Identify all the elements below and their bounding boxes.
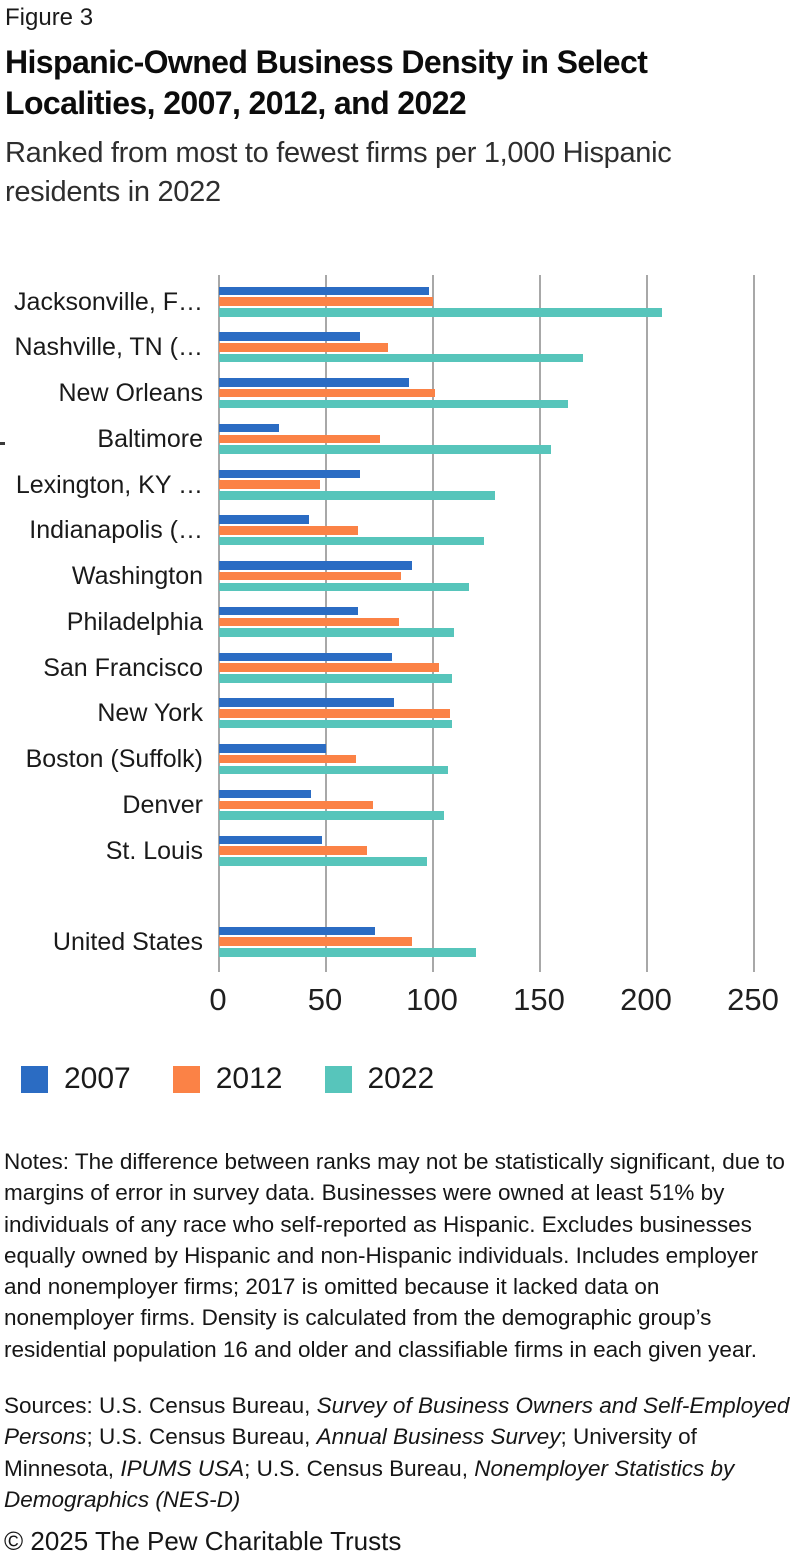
bar-2007-philadelphia: [219, 606, 359, 616]
x-tick-label: 150: [513, 982, 565, 1017]
y-axis-label: Lexington, KY …: [15, 470, 203, 499]
bar-2012-boston-suffolk: [219, 754, 356, 764]
legend-label: 2012: [215, 1062, 283, 1095]
x-tick-label: 0: [209, 982, 227, 1017]
y-axis-label: Denver: [122, 790, 203, 819]
bar-2022-lexington-ky: [219, 491, 496, 500]
gridline-250: [753, 275, 755, 972]
y-axis-label: San Francisco: [43, 653, 203, 682]
y-axis-label: Baltimore: [97, 424, 203, 453]
y-axis-label: Boston (Suffolk): [25, 745, 203, 773]
bar-2007-jacksonville-f: [219, 286, 429, 295]
bar-2012-philadelphia: [219, 617, 399, 626]
bar-2012-st-louis: [219, 846, 367, 855]
bar-2022-boston-suffolk: [219, 765, 448, 774]
bar-2007-united-states: [219, 926, 376, 935]
bar-2022-new-york: [219, 719, 453, 729]
legend-swatch-2007: [21, 1065, 48, 1093]
legend-item-2022: 2022: [324, 1062, 435, 1096]
bar-2007-san-francisco: [219, 652, 393, 661]
y-axis-label: Nashville, TN (…: [14, 333, 203, 362]
figure-number: Figure 3: [5, 4, 94, 31]
bar-2007-baltimore: [219, 423, 279, 433]
gridline-100: [432, 275, 434, 972]
bar-2022-jacksonville-f: [219, 308, 662, 317]
y-axis-label: Washington: [71, 562, 203, 590]
y-axis-label: New York: [97, 699, 203, 728]
source-text: ; U.S. Census Bureau,: [244, 1455, 475, 1481]
y-axis-label: Jacksonville, F…: [14, 287, 203, 316]
bar-2012-nashville-tn: [219, 343, 389, 352]
legend-item-2007: 2007: [21, 1062, 131, 1096]
bar-2012-new-york: [219, 709, 451, 718]
bar-2022-san-francisco: [219, 674, 453, 683]
x-tick-label: 250: [727, 982, 779, 1017]
gridline-200: [646, 275, 648, 972]
bar-2022-nashville-tn: [219, 353, 583, 363]
y-axis-label: Philadelphia: [66, 607, 203, 636]
source-text: Sources: U.S. Census Bureau,: [4, 1393, 317, 1418]
legend-swatch-2012: [172, 1065, 200, 1093]
bar-2012-washington: [219, 571, 401, 581]
bar-2022-washington: [219, 582, 470, 591]
x-tick-label: 200: [620, 982, 672, 1017]
source-title: Nonemployer Statistics by Demographics (…: [4, 1455, 735, 1512]
bar-2022-new-orleans: [219, 399, 568, 408]
bar-2007-nashville-tn: [219, 332, 361, 341]
x-tick-label: 50: [307, 982, 343, 1017]
legend-item-2012: 2012: [172, 1062, 283, 1096]
legend-swatch-2022: [324, 1065, 352, 1093]
bar-2012-lexington-ky: [219, 480, 320, 489]
bar-2022-st-louis: [219, 857, 427, 866]
bar-2012-san-francisco: [219, 663, 440, 672]
x-axis-labels: 0 50 100 150 200 250: [0, 982, 792, 1018]
chart-legend: 2007 2012 2022: [21, 1062, 434, 1096]
bar-2007-st-louis: [219, 835, 322, 844]
bar-2022-united-states: [219, 948, 476, 957]
bar-2022-indianapolis: [219, 536, 485, 546]
bar-2022-denver: [219, 811, 444, 820]
bar-2012-united-states: [219, 937, 412, 946]
source-text: ; U.S. Census Bureau,: [86, 1424, 317, 1450]
clipped-axis-mark: [0, 442, 5, 445]
y-axis-label: Indianapolis (…: [29, 516, 203, 545]
x-tick-label: 100: [406, 982, 458, 1017]
source-title: IPUMS USA: [120, 1455, 245, 1481]
source-text: ; University of Minnesota,: [4, 1424, 697, 1481]
figure-title: Hispanic-Owned Business Density in Selec…: [5, 44, 648, 122]
sources-paragraph: Sources: U.S. Census Bureau, Survey of B…: [4, 1390, 792, 1515]
bar-2022-baltimore: [219, 445, 551, 454]
bar-2007-washington: [219, 561, 412, 570]
y-axis-label: St. Louis: [105, 836, 203, 865]
gridline-150: [539, 275, 541, 972]
legend-label: 2007: [64, 1062, 131, 1095]
bar-2012-new-orleans: [219, 388, 436, 398]
legend-label: 2022: [367, 1062, 435, 1095]
bar-2007-lexington-ky: [219, 469, 361, 478]
bar-2012-baltimore: [219, 434, 380, 443]
bar-2012-denver: [219, 800, 374, 809]
figure-subtitle: Ranked from most to fewest firms per 1,0…: [5, 137, 672, 208]
copyright: © 2025 The Pew Charitable Trusts: [4, 1526, 402, 1556]
bar-2007-indianapolis: [219, 515, 309, 524]
bar-2007-denver: [219, 789, 312, 799]
bar-2007-new-york: [219, 698, 395, 707]
source-title: Survey of Business Owners and Self-Emplo…: [4, 1393, 790, 1450]
bar-2007-new-orleans: [219, 378, 410, 387]
notes-paragraph: Notes: The difference between ranks may …: [4, 1149, 785, 1362]
source-title: Annual Business Survey: [316, 1424, 561, 1450]
bar-2012-jacksonville-f: [219, 297, 433, 306]
bar-2012-indianapolis: [219, 526, 359, 535]
plot-area: [218, 275, 772, 972]
y-axis-label: United States: [52, 927, 203, 956]
bar-2007-boston-suffolk: [219, 744, 326, 753]
bar-2022-philadelphia: [219, 628, 455, 637]
y-axis-label: New Orleans: [58, 379, 204, 407]
